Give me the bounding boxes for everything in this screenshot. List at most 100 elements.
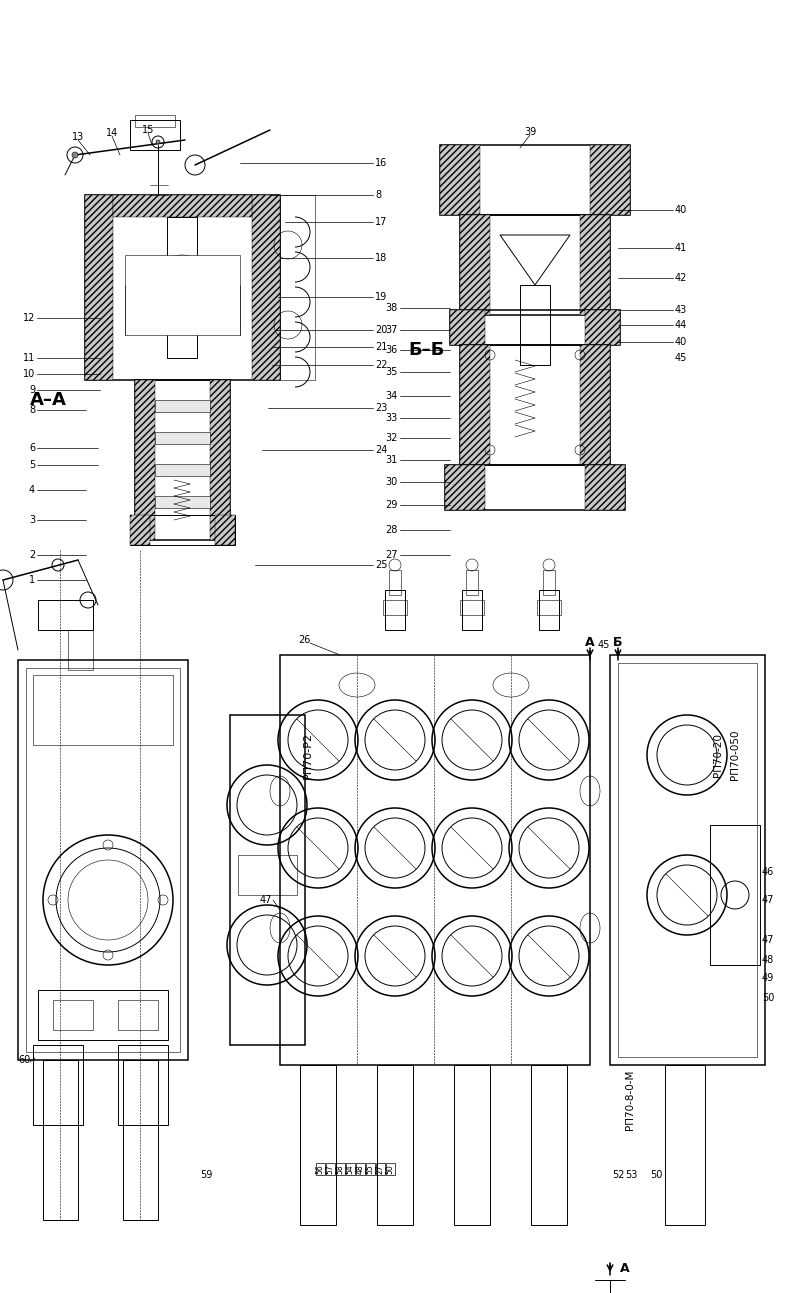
Text: 30: 30 <box>386 477 398 487</box>
Text: 9: 9 <box>29 385 35 394</box>
Text: 14: 14 <box>106 128 118 138</box>
Bar <box>580 345 610 465</box>
Bar <box>466 570 478 595</box>
Text: 36: 36 <box>386 345 398 356</box>
Text: 44: 44 <box>675 319 687 330</box>
Text: 42: 42 <box>675 273 687 283</box>
Bar <box>215 515 235 546</box>
Circle shape <box>72 153 78 158</box>
Bar <box>710 825 760 965</box>
Text: А: А <box>585 636 595 649</box>
Text: 27: 27 <box>386 550 398 560</box>
Text: 37: 37 <box>386 325 398 335</box>
Bar <box>460 215 490 315</box>
Text: 6: 6 <box>29 443 35 453</box>
Text: 35: 35 <box>386 367 398 378</box>
Bar <box>539 590 559 630</box>
Bar <box>366 1162 375 1175</box>
Bar <box>38 990 168 1040</box>
Text: 1: 1 <box>29 575 35 584</box>
Bar <box>450 310 485 345</box>
Bar <box>135 380 230 540</box>
Bar <box>377 1065 413 1224</box>
Text: 3: 3 <box>29 515 35 525</box>
Text: 33: 33 <box>386 412 398 423</box>
Bar <box>33 675 173 745</box>
Text: 48: 48 <box>355 1164 365 1174</box>
Bar <box>238 855 297 895</box>
Text: 8: 8 <box>375 190 381 200</box>
Text: 39: 39 <box>524 127 536 137</box>
Bar <box>454 1065 490 1224</box>
Bar <box>68 630 93 670</box>
Polygon shape <box>500 235 570 284</box>
Bar <box>316 1162 325 1175</box>
Text: 50: 50 <box>762 993 774 1003</box>
Text: 19: 19 <box>375 292 387 303</box>
Text: РП70-050: РП70-050 <box>730 729 740 780</box>
Text: Б–Б: Б–Б <box>408 341 444 359</box>
Bar <box>386 1162 395 1175</box>
Text: 26: 26 <box>298 635 310 645</box>
Text: 47: 47 <box>762 935 774 945</box>
Bar <box>53 999 93 1031</box>
Text: 31: 31 <box>386 455 398 465</box>
Text: 13: 13 <box>72 132 84 142</box>
Text: 29: 29 <box>386 500 398 509</box>
Text: РП70-20: РП70-20 <box>713 733 723 777</box>
Bar <box>155 432 210 443</box>
Text: 56: 56 <box>315 1164 325 1174</box>
Bar <box>585 465 625 509</box>
Text: 50: 50 <box>386 1164 394 1174</box>
Text: 47: 47 <box>762 895 774 905</box>
Circle shape <box>156 140 160 144</box>
Bar <box>665 1065 705 1224</box>
Bar <box>537 600 561 615</box>
Text: 55: 55 <box>366 1164 374 1174</box>
Text: 49: 49 <box>762 974 774 983</box>
Bar <box>445 465 625 509</box>
Bar <box>440 145 630 215</box>
Text: 12: 12 <box>22 313 35 323</box>
Text: 16: 16 <box>375 158 387 168</box>
Bar <box>130 515 150 546</box>
Bar <box>252 195 280 380</box>
Bar <box>155 497 210 508</box>
Text: 34: 34 <box>386 390 398 401</box>
Text: 32: 32 <box>386 433 398 443</box>
Text: 54: 54 <box>346 1164 354 1174</box>
Bar <box>130 515 235 546</box>
Text: 5: 5 <box>29 460 35 469</box>
Text: 15: 15 <box>142 125 154 134</box>
Text: 46: 46 <box>762 868 774 877</box>
Text: 8: 8 <box>29 405 35 415</box>
Bar <box>210 380 230 540</box>
Bar <box>118 999 158 1031</box>
Text: 10: 10 <box>22 369 35 379</box>
Text: 52: 52 <box>612 1170 625 1181</box>
Bar <box>460 345 610 465</box>
Text: 40: 40 <box>675 337 687 347</box>
Bar <box>280 195 315 380</box>
Text: 60: 60 <box>18 1055 30 1065</box>
Text: 58: 58 <box>335 1164 345 1174</box>
Text: 57: 57 <box>326 1164 334 1174</box>
Text: 2: 2 <box>29 550 35 560</box>
Bar <box>618 663 757 1056</box>
Bar <box>610 656 765 1065</box>
Bar <box>85 195 113 380</box>
Text: 41: 41 <box>675 243 687 253</box>
Text: 24: 24 <box>375 445 387 455</box>
Bar <box>580 215 610 315</box>
Text: 11: 11 <box>22 353 35 363</box>
Text: 47: 47 <box>260 895 272 905</box>
Text: Б: Б <box>614 636 622 649</box>
Bar <box>118 1045 168 1125</box>
Text: 22: 22 <box>375 359 387 370</box>
Text: 27: 27 <box>375 1164 385 1174</box>
Text: 4: 4 <box>29 485 35 495</box>
Text: А–А: А–А <box>30 390 67 409</box>
Text: 45: 45 <box>675 353 687 363</box>
Bar <box>336 1162 345 1175</box>
Bar <box>385 590 405 630</box>
